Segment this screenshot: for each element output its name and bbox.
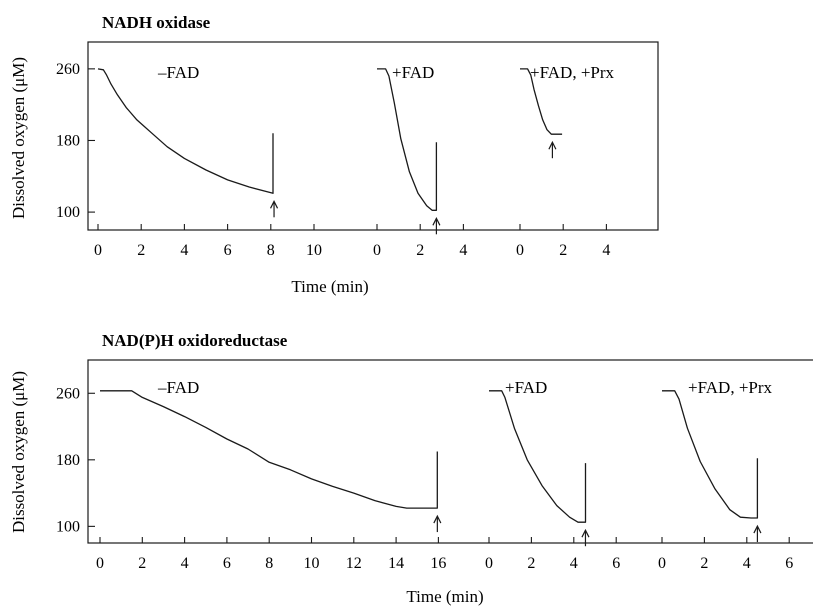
x-tick-label: 8 (265, 555, 273, 572)
x-tick-label: 2 (559, 242, 567, 259)
x-tick-label: 2 (416, 242, 424, 259)
series-line (97, 68, 274, 194)
x-tick-label: 6 (785, 555, 793, 572)
y-tick-label: 100 (56, 204, 80, 221)
panel-1: +FAD 0 2 4 (373, 63, 467, 259)
y-tick-label: 180 (56, 132, 80, 149)
plot-frame (87, 41, 659, 231)
condition-label: +FAD, +Prx (688, 378, 773, 397)
arrow-marker (548, 140, 557, 159)
x-axis-label: Time (min) (291, 277, 368, 296)
y-axis-label: Dissolved oxygen (μM) (9, 57, 28, 219)
x-tick-label: 12 (346, 555, 362, 572)
series-line (520, 68, 563, 135)
x-tick-label: 0 (373, 242, 381, 259)
panel-2: +FAD, +Prx 0 2 4 (516, 63, 615, 259)
x-tick-label: 2 (137, 242, 145, 259)
chart-nadh-oxidase: NADH oxidase 100 180 260 –FAD 0 2 4 6 8 10 +FAD 0 2… (9, 13, 659, 296)
series-line (100, 390, 438, 509)
y-axis-label: Dissolved oxygen (μM) (9, 371, 28, 533)
panel-0: –FAD 0 2 4 6 8 10 12 14 16 (96, 378, 446, 572)
x-tick-label: 0 (94, 242, 102, 259)
x-tick-label: 6 (224, 242, 232, 259)
condition-label: +FAD (392, 63, 434, 82)
x-tick-label: 14 (388, 555, 404, 572)
panel-1: +FAD 0 2 4 6 (485, 378, 620, 572)
arrow-marker (753, 524, 762, 543)
panel-2: +FAD, +Prx 0 2 4 6 (658, 378, 793, 572)
x-tick-label: 4 (570, 555, 578, 572)
x-tick-label: 16 (430, 555, 446, 572)
x-tick-label: 10 (304, 555, 320, 572)
x-tick-label: 4 (743, 555, 751, 572)
x-tick-label: 0 (485, 555, 493, 572)
x-tick-label: 4 (180, 242, 188, 259)
y-tick-label: 100 (56, 518, 80, 535)
x-tick-label: 0 (658, 555, 666, 572)
y-tick-label: 260 (56, 61, 80, 78)
x-tick-label: 10 (306, 242, 322, 259)
arrow-marker (270, 199, 279, 218)
x-tick-label: 4 (459, 242, 467, 259)
condition-label: –FAD (157, 378, 199, 397)
x-tick-label: 2 (700, 555, 708, 572)
series-line (489, 390, 587, 523)
x-tick-label: 6 (612, 555, 620, 572)
x-axis-label: Time (min) (406, 587, 483, 606)
plot-frame (87, 359, 813, 544)
x-tick-label: 0 (96, 555, 104, 572)
condition-label: –FAD (157, 63, 199, 82)
x-tick-label: 2 (138, 555, 146, 572)
chart-title: NAD(P)H oxidoreductase (102, 331, 288, 350)
x-tick-label: 8 (267, 242, 275, 259)
arrow-marker (433, 514, 442, 533)
series-line (662, 390, 759, 519)
x-tick-label: 0 (516, 242, 524, 259)
y-tick-label: 260 (56, 385, 80, 402)
x-tick-label: 4 (181, 555, 189, 572)
y-axis: 100 180 260 (56, 61, 95, 221)
y-axis: 100 180 260 (56, 385, 95, 535)
x-tick-label: 2 (527, 555, 535, 572)
chart-title: NADH oxidase (102, 13, 211, 32)
panel-0: –FAD 0 2 4 6 8 10 (94, 63, 322, 259)
panels: –FAD 0 2 4 6 8 10 12 14 16 +FAD 0 2 4 6 +FAD, +Prx 0 2 4 6 (96, 378, 793, 572)
condition-label: +FAD, +Prx (530, 63, 615, 82)
series-line (377, 68, 438, 211)
x-tick-label: 4 (602, 242, 610, 259)
panels: –FAD 0 2 4 6 8 10 +FAD 0 2 4 +FAD, +Prx 0 2 4 (94, 63, 615, 259)
y-tick-label: 180 (56, 452, 80, 469)
x-tick-label: 6 (223, 555, 231, 572)
arrow-marker (432, 216, 441, 235)
arrow-marker (581, 528, 590, 547)
condition-label: +FAD (505, 378, 547, 397)
